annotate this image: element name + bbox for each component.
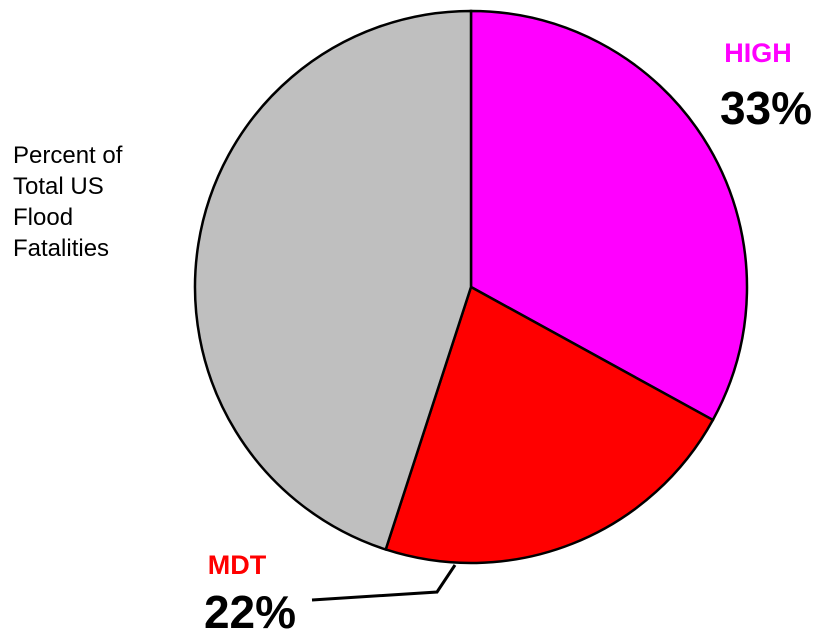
chart-title: Percent of Total US Flood Fatalities <box>13 142 123 262</box>
leader-line <box>311 564 457 602</box>
pie-slice <box>193 9 473 552</box>
pie-slice <box>469 9 749 422</box>
value-label: 33% <box>720 82 812 134</box>
pie-slice <box>384 285 715 565</box>
category-label: HIGH <box>724 38 792 68</box>
category-label: MDT <box>208 550 267 580</box>
value-label: 22% <box>204 586 296 638</box>
